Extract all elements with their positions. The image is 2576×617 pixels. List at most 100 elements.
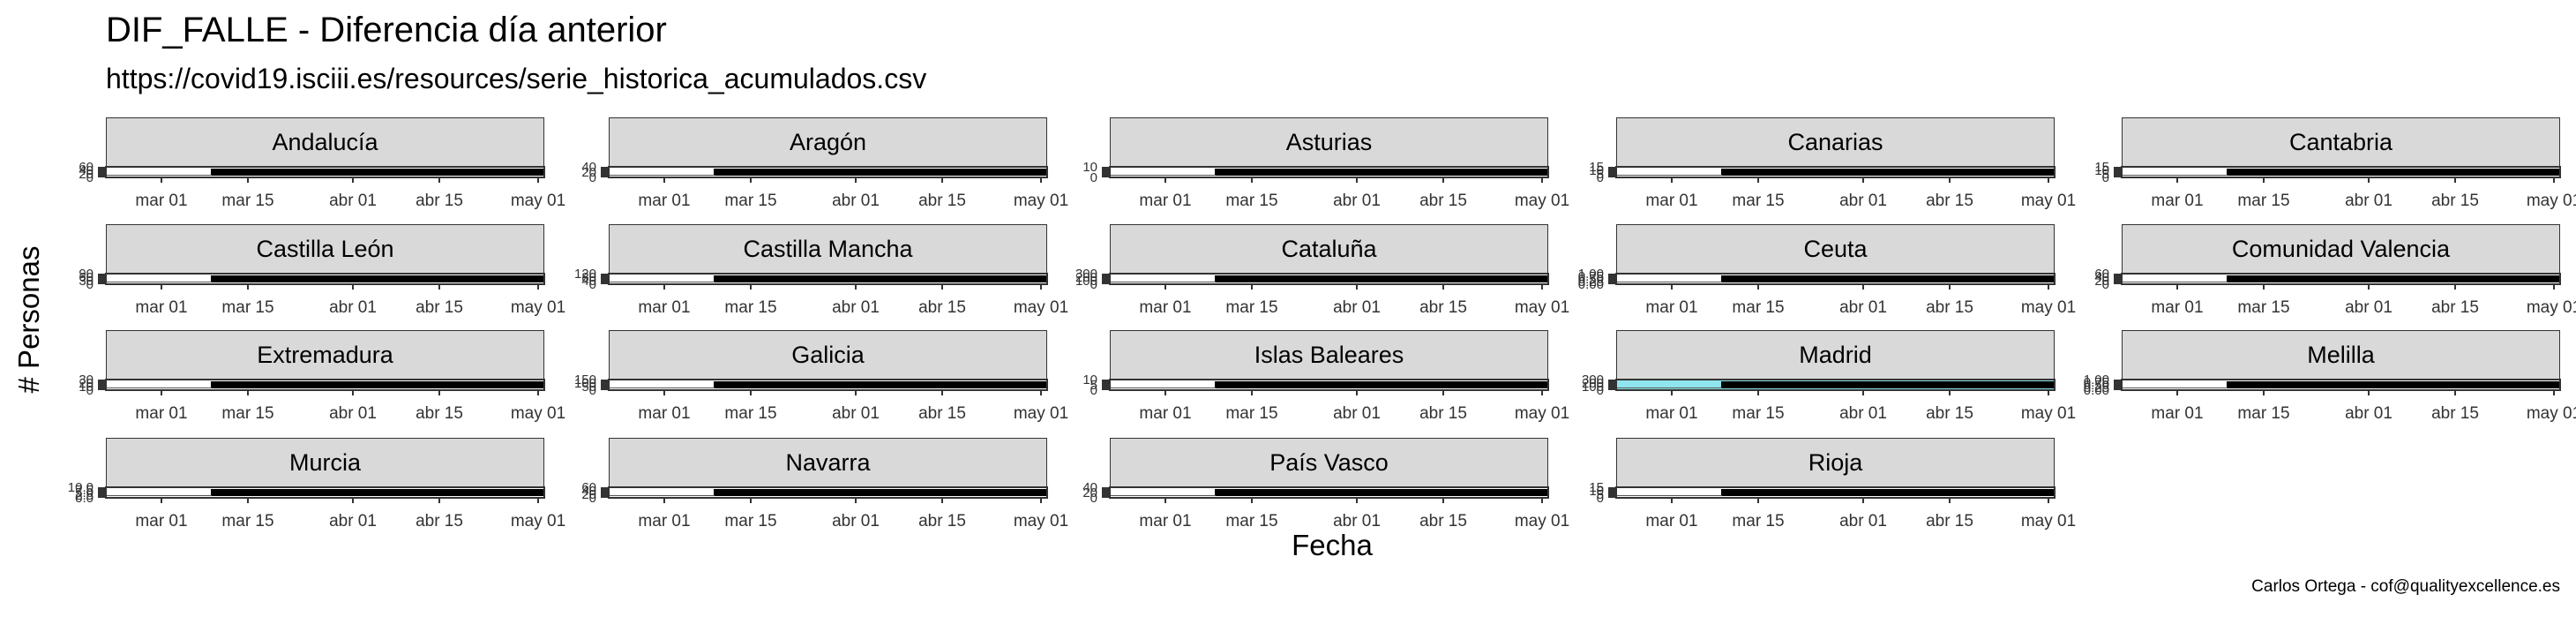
y-tick-label: 60 [79, 160, 94, 175]
y-axis-ticks [1608, 487, 1616, 498]
x-tick-label: may 01 [1013, 512, 1069, 530]
x-tick-label: mar 01 [135, 404, 188, 423]
y-tick-label: 100 [573, 376, 596, 391]
chart-title: DIF_FALLE - Diferencia día anterior [106, 11, 667, 49]
x-tick-label: may 01 [2020, 192, 2077, 210]
x-tick-label: abr 01 [1333, 512, 1381, 530]
facet-strip-label: Murcia [106, 438, 544, 488]
x-tick-label: abr 01 [329, 404, 377, 423]
facet-plot [98, 486, 545, 503]
x-tick-label: abr 15 [1419, 512, 1467, 530]
y-tick-label: 0.0 [75, 491, 94, 506]
x-tick-label: abr 15 [416, 512, 463, 530]
x-tick-label: mar 01 [135, 298, 188, 317]
facet-plot [1102, 486, 1549, 503]
facet-strip-label: Asturias [1110, 117, 1548, 168]
y-tick-label: 20 [79, 167, 94, 182]
y-axis-label: # Personas [12, 245, 45, 394]
x-tick-label: mar 01 [1139, 404, 1192, 423]
y-axis-ticks [1102, 487, 1110, 498]
y-tick-label: 0 [1596, 383, 1604, 398]
facet-panel: Castilla Mancha 0 40 80 120 mar 01 mar 15 abr 0… [574, 224, 1068, 317]
facet-strip-label: Islas Baleares [1110, 330, 1548, 380]
series-line [2227, 381, 2559, 388]
series-line [211, 381, 543, 388]
facet-panel: Rioja 0 5 10 15 mar 01 mar 15 abr 01 abr 15 may 0… [1589, 438, 2076, 530]
x-tick-label: mar 01 [638, 512, 691, 530]
x-tick-label: abr 01 [329, 192, 377, 210]
facet-strip-label: Castilla Mancha [609, 224, 1047, 275]
baseline-segment [1111, 495, 1216, 496]
x-tick-label: mar 01 [638, 298, 691, 317]
x-tick-label: abr 01 [2345, 192, 2393, 210]
y-tick-label: 5 [1596, 487, 1604, 502]
series-line [714, 489, 1046, 496]
y-tick-label: 30 [79, 372, 94, 388]
facet-plot [2114, 166, 2561, 183]
x-tick-label: abr 01 [832, 404, 880, 423]
facet-strip-label: Galicia [609, 330, 1047, 380]
facet-plot [98, 166, 545, 183]
x-tick-label: abr 15 [1926, 298, 1973, 317]
x-tick-label: abr 15 [1419, 192, 1467, 210]
x-tick-label: mar 15 [2237, 192, 2290, 210]
facet-panel: Islas Baleares 0 5 10 mar 01 mar 15 abr 01 abr … [1082, 330, 1569, 423]
y-tick-label: 0 [1090, 491, 1097, 506]
x-tick-label: abr 01 [1839, 404, 1887, 423]
series-line [211, 489, 543, 496]
facet-plot [2114, 273, 2561, 290]
x-tick-label: mar 15 [221, 512, 274, 530]
facet-panel: Melilla 0.00 0.25 0.50 0.75 1.00 mar 01 mar 15 a… [2084, 330, 2576, 423]
facet-strip-label: Andalucía [106, 117, 544, 168]
x-tick-label: may 01 [1013, 192, 1069, 210]
y-tick-label: 5 [1596, 167, 1604, 182]
y-tick-label: 150 [573, 372, 596, 388]
facet-strip-label: Melilla [2122, 330, 2560, 380]
y-tick-label: 0.75 [1577, 269, 1604, 284]
x-tick-label: may 01 [2020, 512, 2077, 530]
y-tick-label: 200 [1075, 270, 1097, 285]
baseline-segment [610, 495, 715, 496]
x-tick-label: may 01 [510, 512, 566, 530]
facet-plot [98, 273, 545, 290]
y-tick-label: 10 [2094, 163, 2109, 178]
y-tick-label: 0 [1090, 170, 1097, 185]
y-tick-label: 5.0 [75, 485, 94, 500]
y-tick-label: 10 [1589, 163, 1604, 178]
facet-strip-label: Cataluña [1110, 224, 1548, 275]
facet-plot [1608, 273, 2056, 290]
facet-plot [601, 379, 1048, 395]
chart-caption: Carlos Ortega - cof@qualityexcellence.es [2251, 577, 2560, 596]
baseline-segment [610, 175, 715, 176]
y-tick-label: 0 [588, 277, 596, 292]
facet-panel: Cantabria 0 5 10 15 mar 01 mar 15 abr 01 abr 15 m… [2094, 117, 2576, 210]
x-tick-label: mar 15 [2237, 404, 2290, 423]
x-tick-label: may 01 [1514, 512, 1570, 530]
x-tick-label: may 01 [2020, 298, 2077, 317]
y-axis-ticks [601, 487, 609, 498]
y-tick-label: 40 [581, 484, 596, 499]
x-tick-label: abr 15 [416, 298, 463, 317]
y-tick-label: 0 [86, 277, 94, 292]
series-line [714, 169, 1046, 176]
x-tick-label: mar 15 [2237, 298, 2290, 317]
y-tick-label: 40 [2094, 270, 2109, 285]
facet-plot [601, 166, 1048, 183]
facet-plot [1102, 379, 1549, 395]
x-tick-label: mar 01 [2151, 298, 2204, 317]
x-tick-label: abr 15 [2431, 298, 2479, 317]
series-line [714, 381, 1046, 388]
y-tick-label: 0 [1090, 383, 1097, 398]
baseline-segment [1111, 175, 1216, 176]
x-tick-label: mar 15 [724, 512, 777, 530]
y-axis-ticks [2114, 380, 2122, 390]
x-tick-label: may 01 [2526, 404, 2576, 423]
y-tick-label: 0.50 [1577, 272, 1604, 287]
y-tick-label: 0 [86, 383, 94, 398]
y-tick-label: 0 [588, 170, 596, 185]
y-tick-label: 10 [1082, 160, 1097, 175]
y-tick-label: 0 [588, 383, 596, 398]
y-axis-ticks [1102, 167, 1110, 177]
x-tick-label: abr 15 [918, 404, 966, 423]
facet-strip-label: Cantabria [2122, 117, 2560, 168]
